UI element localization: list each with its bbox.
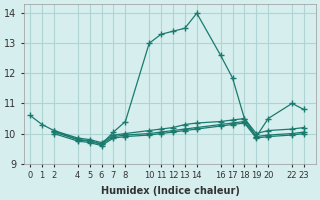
X-axis label: Humidex (Indice chaleur): Humidex (Indice chaleur) xyxy=(100,186,239,196)
